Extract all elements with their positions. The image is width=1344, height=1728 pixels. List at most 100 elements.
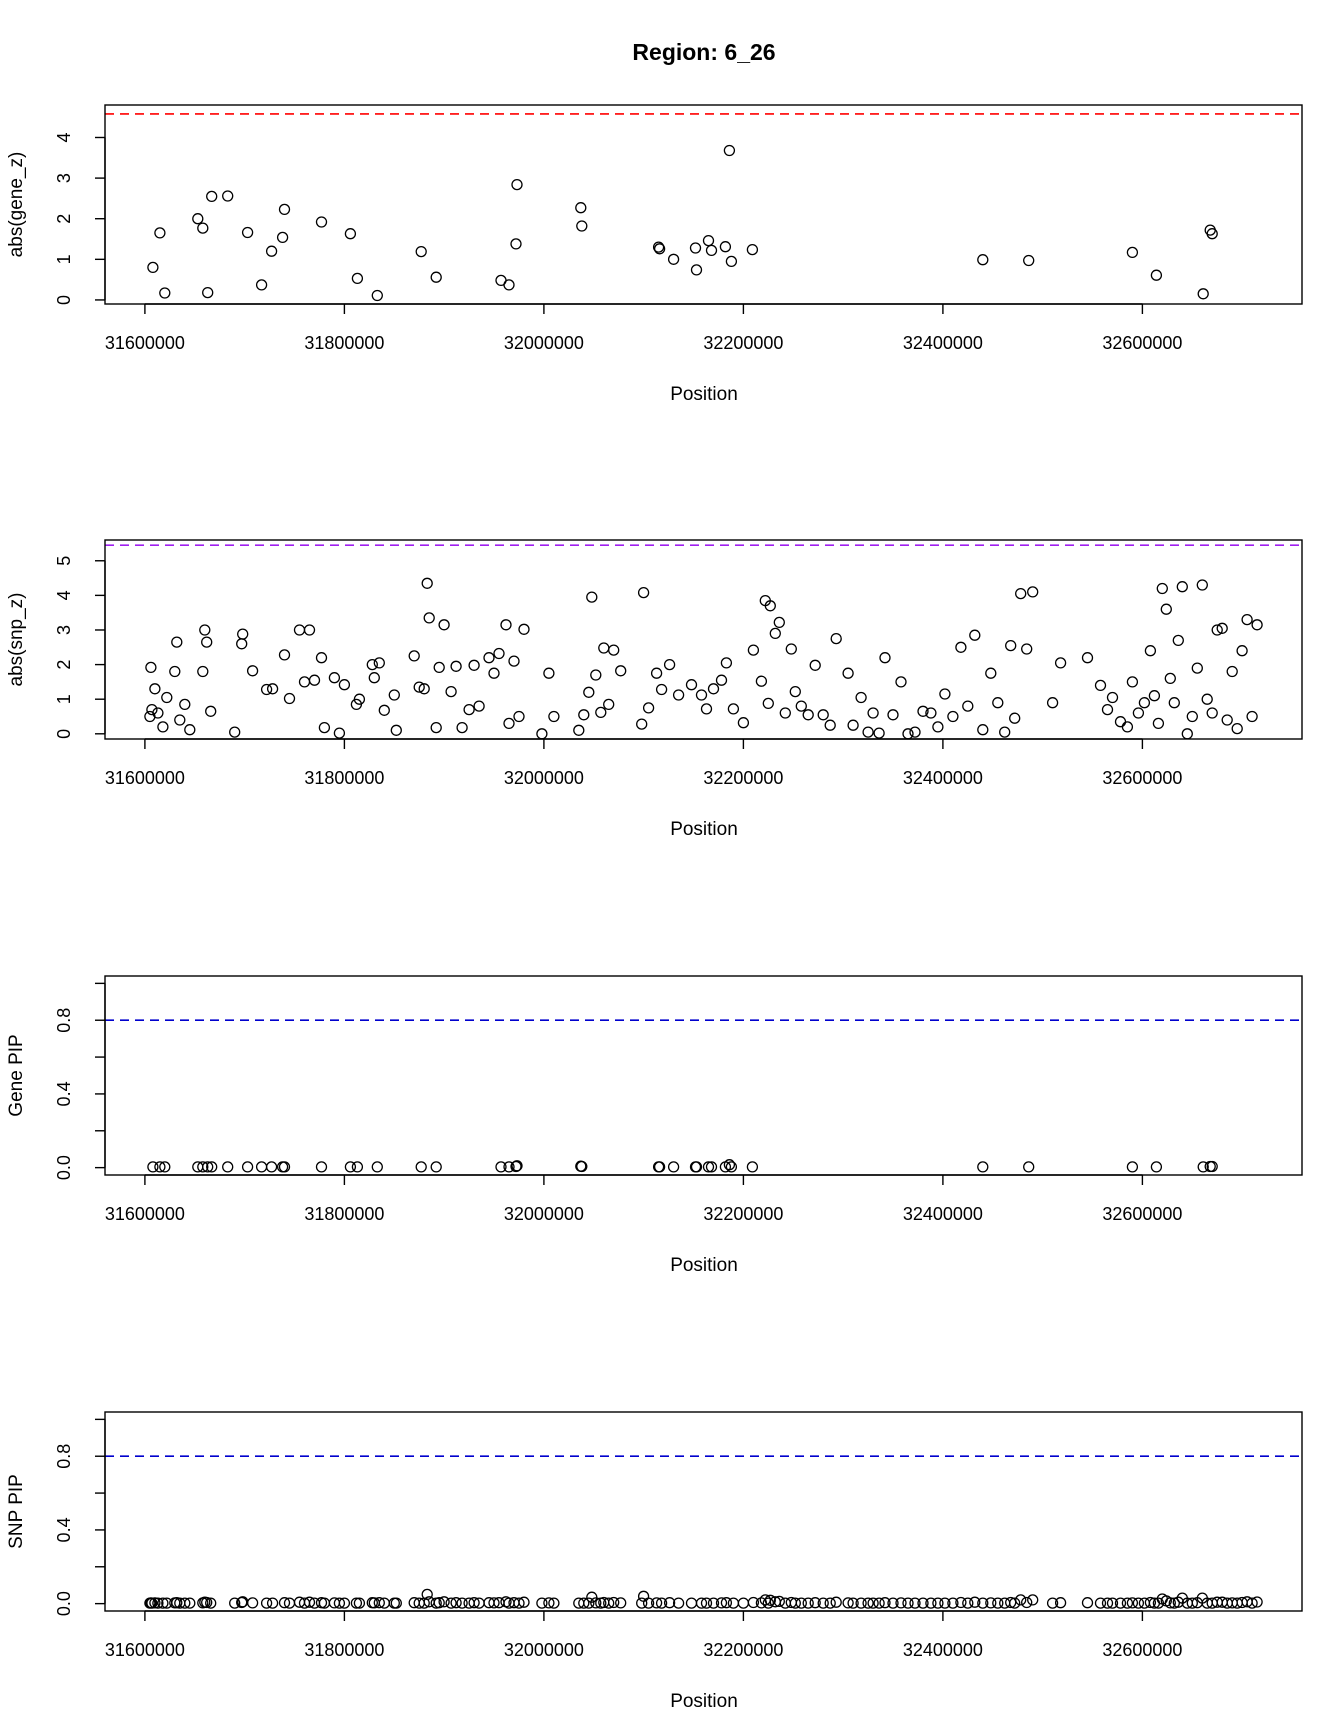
data-point [421,577,433,589]
data-point [637,1590,650,1602]
data-point [353,693,366,705]
data-point [746,243,759,256]
data-point [917,705,929,717]
panel-1: 31600000 31800000 32000000 32200000 32400000… [6,104,1303,405]
data-point [353,1597,366,1609]
data-point [695,1597,708,1609]
data-point [867,1597,879,1609]
data-point [1150,269,1163,281]
y-tick-label: 0.0 [54,1591,74,1616]
data-point [390,724,402,736]
data-point [1101,1597,1114,1609]
data-point [723,1159,736,1171]
x-tick-label: 31800000 [304,1640,384,1660]
data-point [518,623,530,635]
data-point [1197,288,1209,300]
data-point [586,1591,598,1603]
data-point [1191,662,1203,674]
data-point [366,658,378,671]
data-point [543,667,555,679]
panel-3: 31600000 31800000 32000000 32200000 32400000… [6,975,1303,1276]
data-point [463,703,475,716]
data-point [315,1161,328,1173]
data-point [246,665,259,677]
data-point [371,289,383,302]
data-point [278,649,291,661]
data-point [1101,703,1114,716]
data-point [318,721,331,734]
data-point [1132,707,1145,719]
x-tick-label: 32000000 [504,1640,584,1660]
data-point [390,1597,402,1609]
data-point [830,632,842,645]
data-point [488,667,500,679]
data-point [737,717,750,729]
data-point [595,706,607,719]
data-point [157,1597,169,1609]
data-point [824,1597,836,1609]
data-point [371,1161,383,1173]
data-point [1196,579,1208,591]
x-axis-label: Position [670,384,738,405]
data-point [727,703,740,715]
data-point [152,1597,164,1609]
data-point [423,612,435,624]
data-point [149,683,161,695]
data-point [344,228,357,240]
data-point [663,1597,676,1609]
data-point [955,1596,967,1609]
data-point [690,1161,703,1173]
data-point [809,659,821,671]
data-point [266,683,279,695]
data-point [655,1597,668,1609]
data-point [947,1597,959,1609]
data-point [1216,622,1228,634]
data-point [202,1161,214,1173]
data-point [1027,1594,1039,1606]
data-point [278,1597,291,1609]
data-point [415,245,427,258]
data-point [488,1597,500,1609]
data-point [450,660,462,672]
data-point [1168,1597,1180,1609]
x-tick-label: 32400000 [903,768,983,788]
data-point [685,1597,698,1609]
data-point [925,1597,937,1609]
data-point [817,709,829,721]
data-point [511,1160,523,1172]
data-point [762,1597,774,1609]
data-point [169,665,181,678]
data-point [992,697,1004,709]
data-point [147,261,159,274]
data-point [201,636,213,648]
data-point [388,689,400,701]
data-point [1054,657,1067,669]
data-point [642,1597,655,1609]
data-point [145,661,157,674]
data-point [653,243,666,255]
data-point [456,1597,468,1609]
y-tick-label: 4 [54,132,74,142]
data-point [146,703,158,716]
data-point [1164,1597,1176,1609]
data-point [939,688,951,700]
data-point [1241,613,1253,626]
data-point [917,1597,929,1609]
x-tick-label: 32400000 [903,333,983,353]
data-point [1168,697,1180,709]
data-point [503,717,515,730]
data-point [1046,1597,1059,1609]
data-point [260,1597,273,1609]
data-point [702,1161,715,1173]
data-point [283,692,296,705]
y-axis-label: abs(snp_z) [6,593,27,687]
data-point [373,1597,385,1609]
data-point [149,1597,161,1609]
data-point [575,202,587,214]
data-point [962,700,974,712]
data-point [590,669,602,681]
data-point [695,689,708,701]
data-point [576,220,588,232]
data-point [862,726,874,738]
